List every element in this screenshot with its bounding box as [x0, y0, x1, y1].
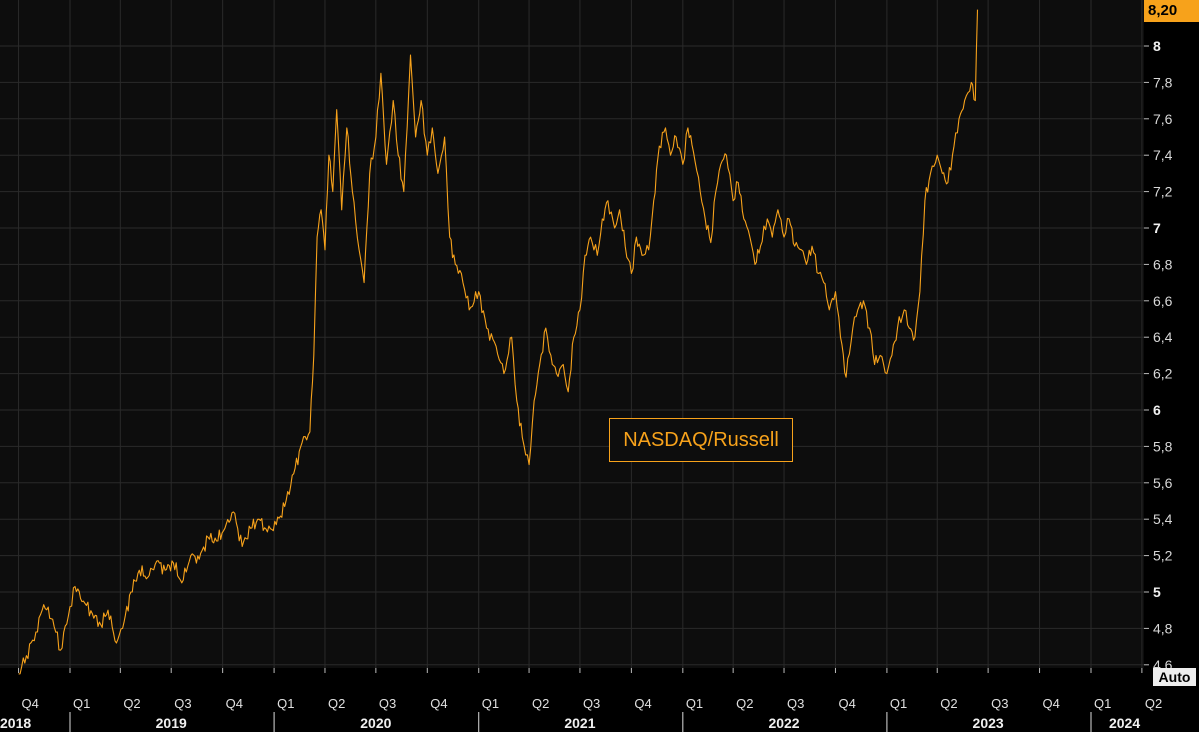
x-quarter-label: Q2	[328, 696, 345, 711]
x-year-label: 2023	[973, 715, 1004, 731]
y-axis-background	[1144, 0, 1199, 668]
x-year-label: 2020	[360, 715, 391, 731]
x-axis: Q4 Q1 Q2 Q3 Q4 Q1 Q2 Q3 Q4 Q1 Q2 Q3 Q4 Q1 Q2 Q3 Q4 Q1 Q2 Q3…	[0, 668, 1162, 732]
x-quarter-label: Q3	[174, 696, 191, 711]
x-quarter-label: Q3	[583, 696, 600, 711]
y-tick-label: 7,2	[1153, 184, 1173, 200]
x-quarter-label: Q1	[482, 696, 499, 711]
y-tick-label: 5,4	[1153, 511, 1173, 527]
x-axis-background	[0, 668, 1199, 732]
x-year-label: 2022	[768, 715, 799, 731]
series-line-nasdaq-russell	[18, 9, 979, 675]
grid	[0, 0, 1144, 668]
auto-scale-button[interactable]: Auto	[1153, 668, 1196, 686]
x-year-label: 2018	[0, 715, 31, 731]
x-year-label: 2019	[156, 715, 187, 731]
x-quarter-label: Q3	[379, 696, 396, 711]
y-tick-label: 7,4	[1153, 147, 1173, 163]
x-quarter-label: Q1	[686, 696, 703, 711]
x-quarter-label: Q4	[634, 696, 651, 711]
x-quarter-label: Q4	[22, 696, 39, 711]
last-value-label: 8,20	[1144, 0, 1199, 22]
x-quarter-label: Q1	[890, 696, 907, 711]
x-quarter-label: Q4	[226, 696, 243, 711]
x-quarter-label: Q3	[991, 696, 1008, 711]
x-quarter-label: Q1	[73, 696, 90, 711]
x-quarter-label: Q2	[532, 696, 549, 711]
y-tick-label: 6,4	[1153, 329, 1173, 345]
series-line-layer	[18, 9, 979, 675]
y-tick-label: 6,8	[1153, 256, 1173, 272]
legend-series-name: NASDAQ/Russell	[609, 418, 793, 462]
y-tick-label: 8	[1153, 38, 1161, 54]
x-quarter-label: Q2	[123, 696, 140, 711]
y-tick-label: 6,6	[1153, 293, 1173, 309]
x-quarter-label: Q1	[277, 696, 294, 711]
x-quarter-label: Q3	[787, 696, 804, 711]
x-quarter-label: Q2	[1145, 696, 1162, 711]
x-quarter-label: Q4	[1043, 696, 1060, 711]
x-quarter-label: Q2	[940, 696, 957, 711]
y-tick-label: 4,8	[1153, 620, 1173, 636]
y-tick-label: 6,2	[1153, 366, 1173, 382]
y-tick-label: 6	[1153, 402, 1161, 418]
x-year-label: 2021	[564, 715, 595, 731]
y-tick-label: 5,8	[1153, 438, 1173, 454]
y-tick-label: 5	[1153, 584, 1161, 600]
x-quarter-label: Q2	[736, 696, 753, 711]
y-tick-label: 5,6	[1153, 475, 1173, 491]
y-tick-label: 7	[1153, 220, 1161, 236]
x-quarter-label: Q1	[1094, 696, 1111, 711]
x-quarter-label: Q4	[838, 696, 855, 711]
x-year-label: 2024	[1109, 715, 1140, 731]
y-tick-label: 7,6	[1153, 111, 1173, 127]
y-tick-label: 5,2	[1153, 548, 1173, 564]
y-tick-label: 7,8	[1153, 74, 1173, 90]
x-quarter-label: Q4	[430, 696, 447, 711]
y-axis: 4,64,855,25,45,65,866,26,46,66,877,27,47…	[1144, 38, 1173, 673]
